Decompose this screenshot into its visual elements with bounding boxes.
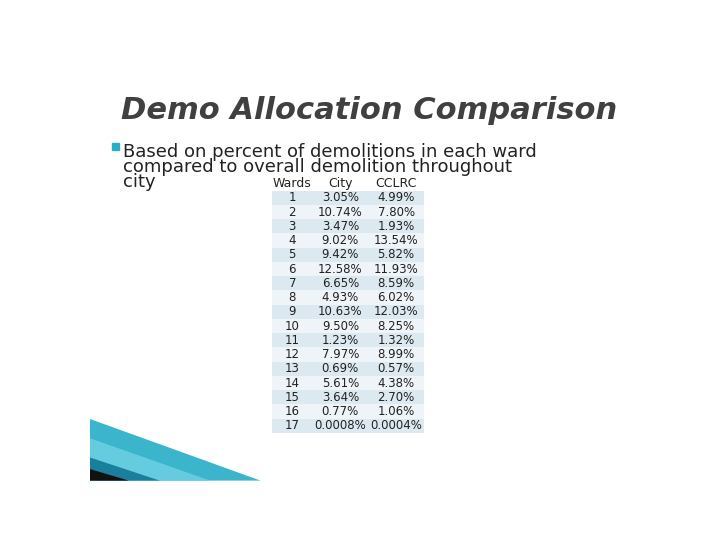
Text: 9: 9	[289, 305, 296, 318]
Text: Based on percent of demolitions in each ward: Based on percent of demolitions in each …	[122, 143, 536, 160]
Text: 8.59%: 8.59%	[377, 277, 415, 290]
Text: 4.93%: 4.93%	[322, 291, 359, 304]
Polygon shape	[90, 438, 210, 481]
Text: 12: 12	[285, 348, 300, 361]
Text: 9.42%: 9.42%	[322, 248, 359, 261]
Text: 9.02%: 9.02%	[322, 234, 359, 247]
Text: 2.70%: 2.70%	[377, 391, 415, 404]
Text: 5.82%: 5.82%	[377, 248, 415, 261]
Text: 0.0004%: 0.0004%	[370, 419, 422, 432]
Text: 6.65%: 6.65%	[322, 277, 359, 290]
Text: 1.06%: 1.06%	[377, 405, 415, 418]
Bar	[272, 276, 424, 291]
Text: city: city	[122, 173, 156, 191]
Text: 17: 17	[285, 419, 300, 432]
Bar	[272, 248, 424, 262]
Text: 3.47%: 3.47%	[322, 220, 359, 233]
Text: compared to overall demolition throughout: compared to overall demolition throughou…	[122, 158, 511, 176]
Bar	[272, 333, 424, 347]
Text: City: City	[328, 177, 353, 190]
Text: 2: 2	[289, 206, 296, 219]
Text: 1.93%: 1.93%	[377, 220, 415, 233]
Text: 0.0008%: 0.0008%	[315, 419, 366, 432]
Text: 12.03%: 12.03%	[374, 305, 418, 318]
Text: 4.38%: 4.38%	[377, 376, 415, 389]
Bar	[272, 262, 424, 276]
Text: 4.99%: 4.99%	[377, 191, 415, 204]
Text: 0.77%: 0.77%	[322, 405, 359, 418]
Text: 7.97%: 7.97%	[322, 348, 359, 361]
Polygon shape	[90, 469, 129, 481]
Bar	[272, 347, 424, 362]
Text: 8.99%: 8.99%	[377, 348, 415, 361]
Bar	[272, 305, 424, 319]
Text: 0.57%: 0.57%	[377, 362, 415, 375]
Text: 6.02%: 6.02%	[377, 291, 415, 304]
Text: 16: 16	[285, 405, 300, 418]
Bar	[272, 418, 424, 433]
Bar	[272, 205, 424, 219]
Text: 5: 5	[289, 248, 296, 261]
Text: 12.58%: 12.58%	[318, 262, 363, 275]
Text: 5.61%: 5.61%	[322, 376, 359, 389]
Text: 14: 14	[285, 376, 300, 389]
Text: 3.64%: 3.64%	[322, 391, 359, 404]
Text: 15: 15	[285, 391, 300, 404]
Text: 10.74%: 10.74%	[318, 206, 363, 219]
Bar	[272, 191, 424, 205]
Bar	[272, 362, 424, 376]
Bar	[272, 376, 424, 390]
Polygon shape	[90, 457, 160, 481]
Text: CCLRC: CCLRC	[375, 177, 417, 190]
Text: 8: 8	[289, 291, 296, 304]
Text: 1: 1	[289, 191, 296, 204]
Text: 8.25%: 8.25%	[377, 320, 415, 333]
Bar	[272, 404, 424, 418]
Text: 7.80%: 7.80%	[377, 206, 415, 219]
Text: 13.54%: 13.54%	[374, 234, 418, 247]
Text: 6: 6	[289, 262, 296, 275]
Text: 4: 4	[289, 234, 296, 247]
Text: 1.23%: 1.23%	[322, 334, 359, 347]
Bar	[272, 291, 424, 305]
Text: 9.50%: 9.50%	[322, 320, 359, 333]
Text: Wards: Wards	[273, 177, 312, 190]
Bar	[272, 319, 424, 333]
Text: Demo Allocation Comparison: Demo Allocation Comparison	[121, 96, 617, 125]
Text: 1.32%: 1.32%	[377, 334, 415, 347]
Bar	[272, 177, 424, 191]
Polygon shape	[90, 419, 261, 481]
Bar	[272, 390, 424, 404]
Text: 10: 10	[285, 320, 300, 333]
Text: 3.05%: 3.05%	[322, 191, 359, 204]
Text: 11.93%: 11.93%	[374, 262, 418, 275]
Bar	[112, 143, 120, 150]
Bar	[272, 219, 424, 233]
Bar	[272, 233, 424, 248]
Text: 11: 11	[285, 334, 300, 347]
Text: 7: 7	[289, 277, 296, 290]
Text: 10.63%: 10.63%	[318, 305, 363, 318]
Text: 3: 3	[289, 220, 296, 233]
Text: 13: 13	[285, 362, 300, 375]
Text: 0.69%: 0.69%	[322, 362, 359, 375]
